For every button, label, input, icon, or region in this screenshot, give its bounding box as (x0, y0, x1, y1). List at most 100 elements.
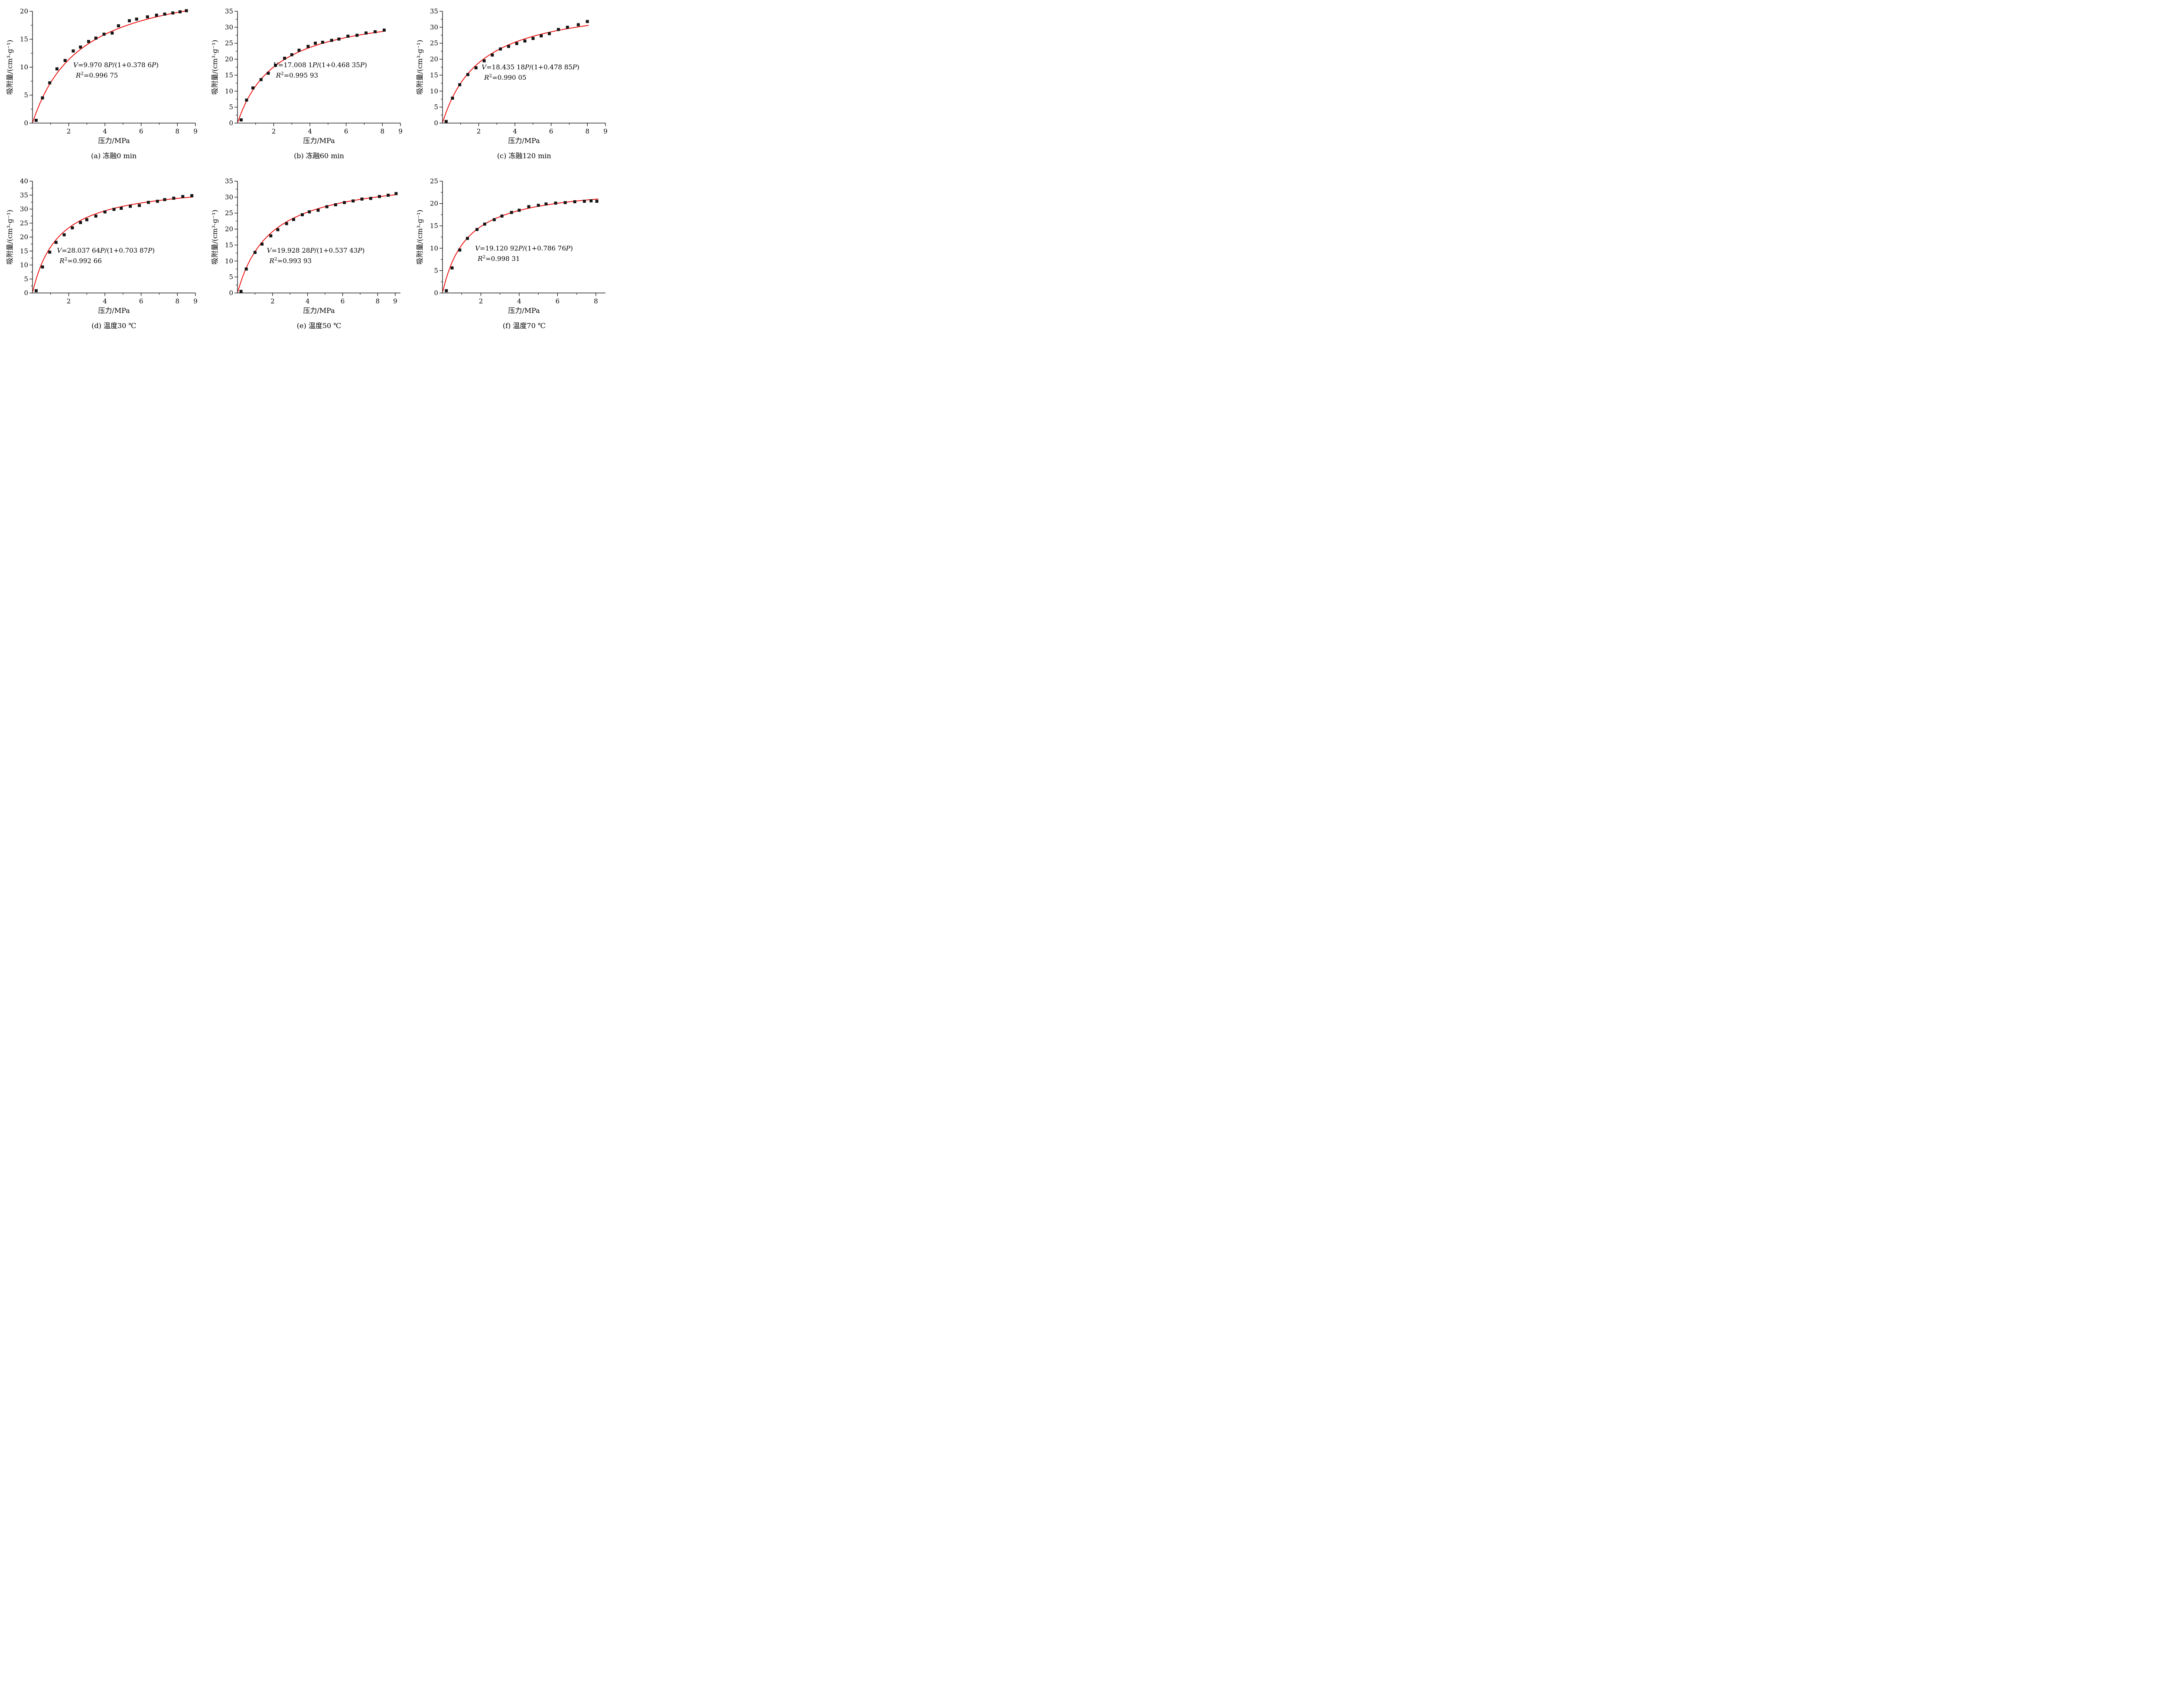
y-tick-label: 15 (20, 36, 28, 43)
y-axis-label: 吸附量/(cm³·g⁻¹) (416, 40, 424, 95)
y-tick-label: 20 (225, 225, 233, 233)
data-point (360, 197, 364, 201)
data-point (117, 24, 120, 27)
data-point (563, 201, 567, 204)
data-point (325, 205, 329, 208)
fit-curve (32, 196, 193, 292)
x-tick-label: 6 (556, 297, 560, 305)
x-axis-label: 压力/MPa (98, 137, 130, 145)
x-axis-label: 压力/MPa (98, 306, 130, 315)
data-point (155, 13, 158, 17)
fit-equation: V=18.435 18P/(1+0.478 85P) (482, 63, 580, 71)
data-point (103, 210, 107, 214)
y-tick-label: 15 (20, 247, 28, 255)
y-tick-label: 5 (229, 103, 233, 111)
axes (32, 181, 195, 293)
x-axis-label: 压力/MPa (508, 137, 540, 145)
data-point (507, 45, 511, 48)
data-point (259, 78, 263, 81)
data-point (72, 49, 75, 53)
x-axis-label: 压力/MPa (303, 306, 335, 315)
y-tick-label: 35 (20, 191, 28, 199)
data-point (110, 31, 114, 35)
y-axis-label: 吸附量/(cm³·g⁻¹) (416, 210, 424, 265)
x-tick-label: 8 (586, 127, 590, 135)
data-point (451, 97, 454, 100)
y-axis-label: 吸附量/(cm³·g⁻¹) (6, 40, 14, 95)
data-point (172, 196, 176, 200)
x-tick-label: 8 (175, 127, 179, 135)
data-point (301, 213, 304, 216)
data-point (548, 32, 551, 36)
y-tick-label: 0 (229, 289, 233, 297)
data-point (458, 248, 462, 252)
data-point (135, 17, 138, 21)
data-point (190, 194, 193, 197)
x-tick-label: 8 (380, 127, 384, 135)
x-tick-label: 9 (193, 297, 198, 305)
fit-equation: V=19.120 92P/(1+0.786 76P) (475, 244, 573, 252)
data-point (85, 218, 88, 221)
x-tick-label: 4 (103, 127, 107, 135)
y-tick-label: 35 (430, 7, 438, 15)
data-point (475, 228, 479, 231)
subplot-caption-b: (b) 冻融60 min (294, 152, 344, 160)
y-tick-label: 10 (225, 87, 233, 95)
chart-svg-b: 0 5 10 15 20 25 30 35 2 4 6 8 9 吸附量/(cm³·g⁻¹) 压力/MPa V=… (211, 7, 403, 145)
data-point (483, 222, 487, 226)
data-point (63, 59, 67, 62)
data-point (544, 202, 548, 206)
data-point (554, 202, 557, 205)
x-tick-label: 2 (270, 297, 275, 305)
x-axis-label: 压力/MPa (508, 306, 540, 315)
fit-r-squared: R2=0.990 05 (484, 73, 527, 81)
y-tick-label: 0 (24, 289, 28, 297)
y-tick-label: 25 (225, 39, 233, 47)
y-tick-label: 0 (24, 119, 28, 127)
subplot-f: 0 5 10 15 20 25 2 4 6 8 吸附量/(cm³·g⁻¹) 压力/MPa V=19.12… (413, 175, 615, 330)
data-point (94, 215, 98, 218)
subplot-b: 0 5 10 15 20 25 30 35 2 4 6 8 9 吸附量/(cm³·g⁻¹) 压力/MPa V=… (208, 5, 409, 160)
data-point (343, 201, 346, 204)
data-point (523, 39, 527, 43)
y-tick-label: 5 (24, 275, 28, 283)
data-point (387, 193, 390, 197)
chart-svg-c: 0 5 10 15 20 25 30 35 2 4 6 8 9 吸附量/(cm³·g⁻¹) 压力/MPa V=… (416, 7, 608, 145)
data-point (540, 34, 543, 38)
data-point (445, 289, 448, 293)
x-tick-label: 8 (175, 297, 179, 305)
data-point (292, 218, 295, 221)
data-point (41, 96, 44, 100)
fit-equation: V=28.037 64P/(1+0.703 87P) (57, 247, 155, 254)
y-tick-label: 0 (434, 289, 439, 297)
y-tick-label: 20 (20, 7, 28, 15)
data-point (369, 197, 372, 200)
y-tick-label: 5 (24, 91, 28, 99)
x-tick-label: 2 (272, 127, 276, 135)
data-point (274, 64, 277, 67)
x-tick-label: 9 (393, 297, 397, 305)
data-point (244, 267, 248, 271)
fit-equation: V=19.928 28P/(1+0.537 43P) (267, 247, 365, 254)
y-tick-label: 15 (430, 71, 438, 79)
data-point (595, 199, 599, 203)
y-tick-label: 10 (225, 257, 233, 265)
data-point (245, 98, 248, 102)
data-point (71, 226, 74, 230)
data-point (163, 13, 166, 16)
y-tick-label: 10 (20, 63, 28, 71)
data-point (251, 86, 254, 90)
data-point (297, 49, 301, 52)
y-tick-label: 5 (434, 103, 439, 111)
data-point (527, 205, 530, 208)
data-point (267, 72, 270, 75)
x-tick-label: 2 (66, 297, 71, 305)
y-axis-label: 吸附量/(cm³·g⁻¹) (211, 210, 219, 265)
x-tick-label: 4 (308, 127, 312, 135)
data-point (54, 241, 58, 244)
data-point (253, 251, 257, 254)
data-point (510, 211, 514, 214)
data-point (55, 67, 59, 71)
data-point (137, 204, 141, 207)
y-tick-label: 10 (20, 261, 28, 269)
